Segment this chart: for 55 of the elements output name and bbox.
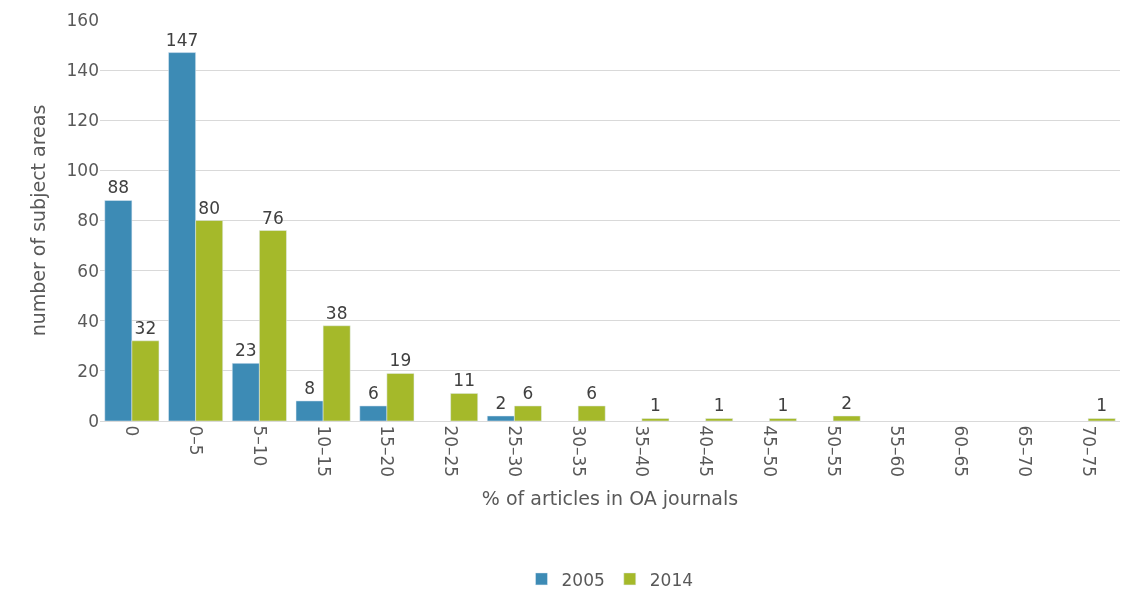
x-tick-label: 60–65 [951, 425, 972, 478]
x-tick-label: 35–40 [632, 425, 653, 478]
bar [705, 418, 733, 421]
data-label: 23 [235, 340, 257, 361]
x-tick-label: 30–35 [568, 425, 589, 478]
y-tick-label: 120 [66, 110, 99, 131]
y-axis-title: number of subject areas [27, 104, 50, 337]
bar [577, 405, 606, 421]
x-tick-label: 65–70 [1014, 425, 1035, 478]
data-label: 2 [841, 392, 853, 413]
y-tick-label: 140 [66, 60, 99, 81]
x-tick-label: 70–75 [1078, 425, 1099, 478]
data-label: 32 [134, 317, 157, 338]
bar [450, 393, 478, 421]
x-tick-label: 0 [122, 425, 143, 437]
data-label: 6 [586, 382, 598, 403]
data-label: 38 [325, 302, 348, 323]
x-tick-label: 25–30 [504, 425, 525, 478]
data-label: 76 [262, 207, 284, 228]
x-tick-label: 45–50 [759, 425, 780, 478]
data-label: 19 [389, 350, 412, 371]
data-label: 88 [107, 177, 130, 198]
x-tick-label: 50–55 [823, 425, 844, 478]
y-tick-label: 40 [77, 310, 99, 331]
data-label: 11 [453, 370, 475, 391]
x-tick-label: 20–25 [441, 425, 462, 478]
data-label: 6 [522, 382, 534, 403]
x-tick-label: 40–45 [696, 425, 717, 478]
data-label: 80 [198, 197, 220, 218]
y-tick-label: 100 [66, 160, 99, 181]
y-tick-label: 0 [88, 410, 99, 431]
legend-label: 2005 [561, 569, 605, 590]
x-tick-label: 10–15 [313, 425, 334, 478]
x-tick-label: 0–5 [186, 425, 207, 456]
bar [769, 418, 797, 421]
data-label: 147 [165, 29, 199, 50]
legend-label: 2014 [649, 569, 694, 590]
x-tick-label: 55–60 [887, 425, 908, 478]
y-tick-label: 60 [77, 260, 99, 281]
bar [641, 418, 670, 421]
bar [832, 415, 861, 421]
bar [1087, 418, 1116, 421]
y-tick-label: 160 [66, 9, 99, 30]
x-axis-title: % of articles in OA journals [481, 486, 739, 509]
data-label: 8 [304, 377, 315, 398]
data-label: 1 [650, 395, 661, 416]
data-label: 1 [777, 395, 789, 416]
data-label: 1 [713, 395, 725, 416]
y-tick-label: 20 [77, 360, 99, 381]
x-tick-label: 15–20 [377, 425, 398, 478]
data-label: 6 [367, 382, 379, 403]
y-tick-label: 80 [77, 210, 99, 231]
data-label: 2 [495, 392, 507, 413]
data-label: 1 [1096, 395, 1108, 416]
x-tick-label: 5–10 [249, 425, 270, 467]
